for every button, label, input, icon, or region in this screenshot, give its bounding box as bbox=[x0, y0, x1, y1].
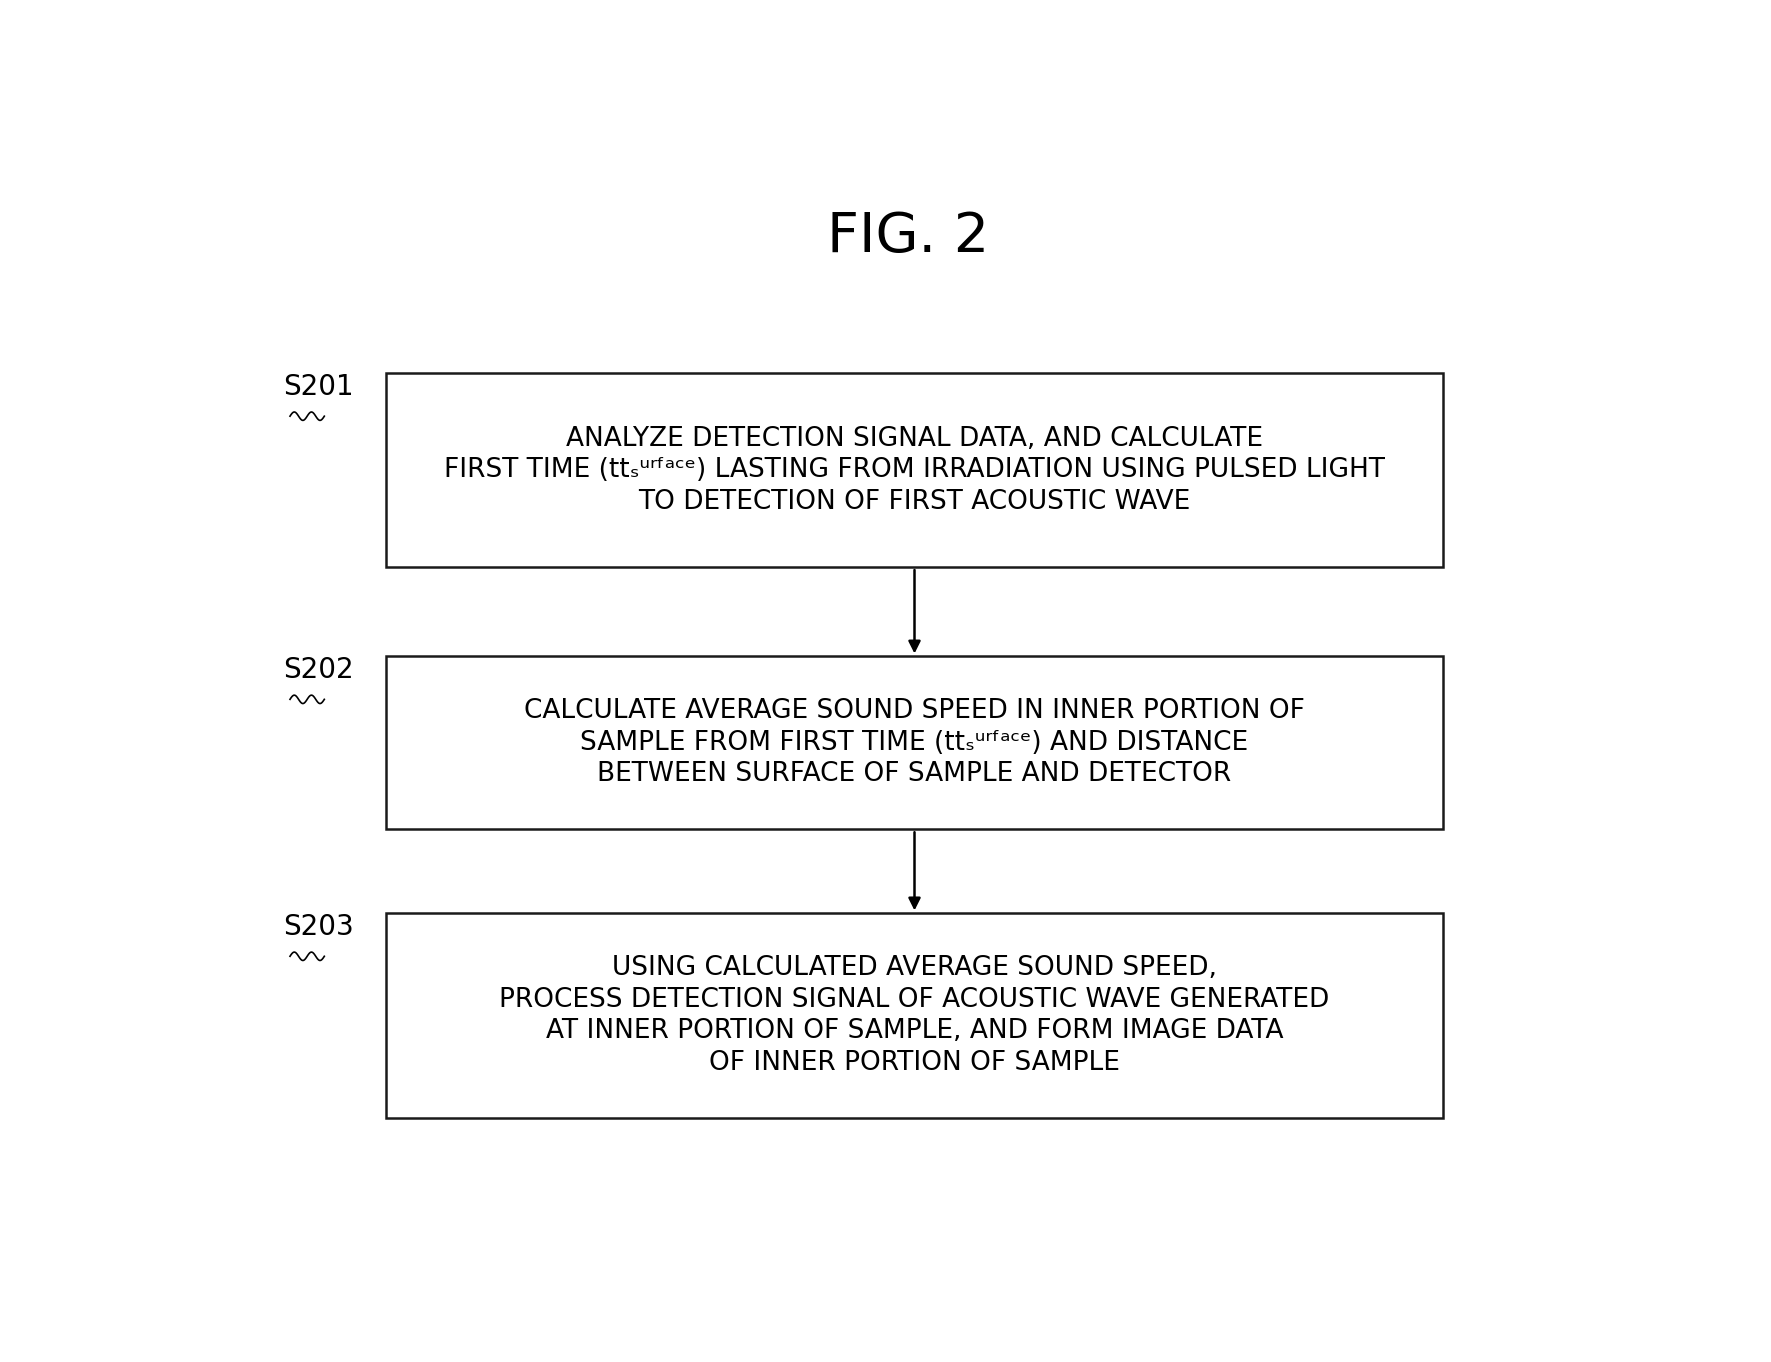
Text: ANALYZE DETECTION SIGNAL DATA, AND CALCULATE: ANALYZE DETECTION SIGNAL DATA, AND CALCU… bbox=[567, 426, 1263, 452]
Text: S203: S203 bbox=[283, 914, 354, 941]
Text: USING CALCULATED AVERAGE SOUND SPEED,: USING CALCULATED AVERAGE SOUND SPEED, bbox=[613, 955, 1217, 981]
Text: TO DETECTION OF FIRST ACOUSTIC WAVE: TO DETECTION OF FIRST ACOUSTIC WAVE bbox=[638, 489, 1190, 515]
Text: CALCULATE AVERAGE SOUND SPEED IN INNER PORTION OF: CALCULATE AVERAGE SOUND SPEED IN INNER P… bbox=[524, 699, 1305, 725]
Text: SAMPLE FROM FIRST TIME (ttₛᵘʳᶠᵃᶜᵉ) AND DISTANCE: SAMPLE FROM FIRST TIME (ttₛᵘʳᶠᵃᶜᵉ) AND D… bbox=[581, 730, 1249, 756]
Text: AT INNER PORTION OF SAMPLE, AND FORM IMAGE DATA: AT INNER PORTION OF SAMPLE, AND FORM IMA… bbox=[545, 1019, 1284, 1045]
Bar bbox=[386, 656, 1443, 829]
Text: OF INNER PORTION OF SAMPLE: OF INNER PORTION OF SAMPLE bbox=[708, 1050, 1119, 1076]
Text: FIRST TIME (ttₛᵘʳᶠᵃᶜᵉ) LASTING FROM IRRADIATION USING PULSED LIGHT: FIRST TIME (ttₛᵘʳᶠᵃᶜᵉ) LASTING FROM IRRA… bbox=[445, 458, 1385, 484]
Bar bbox=[386, 914, 1443, 1118]
Text: PROCESS DETECTION SIGNAL OF ACOUSTIC WAVE GENERATED: PROCESS DETECTION SIGNAL OF ACOUSTIC WAV… bbox=[499, 987, 1330, 1013]
Text: FIG. 2: FIG. 2 bbox=[827, 210, 988, 264]
Bar bbox=[386, 373, 1443, 567]
Text: S202: S202 bbox=[283, 656, 354, 684]
Text: BETWEEN SURFACE OF SAMPLE AND DETECTOR: BETWEEN SURFACE OF SAMPLE AND DETECTOR bbox=[597, 761, 1231, 787]
Text: S201: S201 bbox=[283, 373, 354, 402]
